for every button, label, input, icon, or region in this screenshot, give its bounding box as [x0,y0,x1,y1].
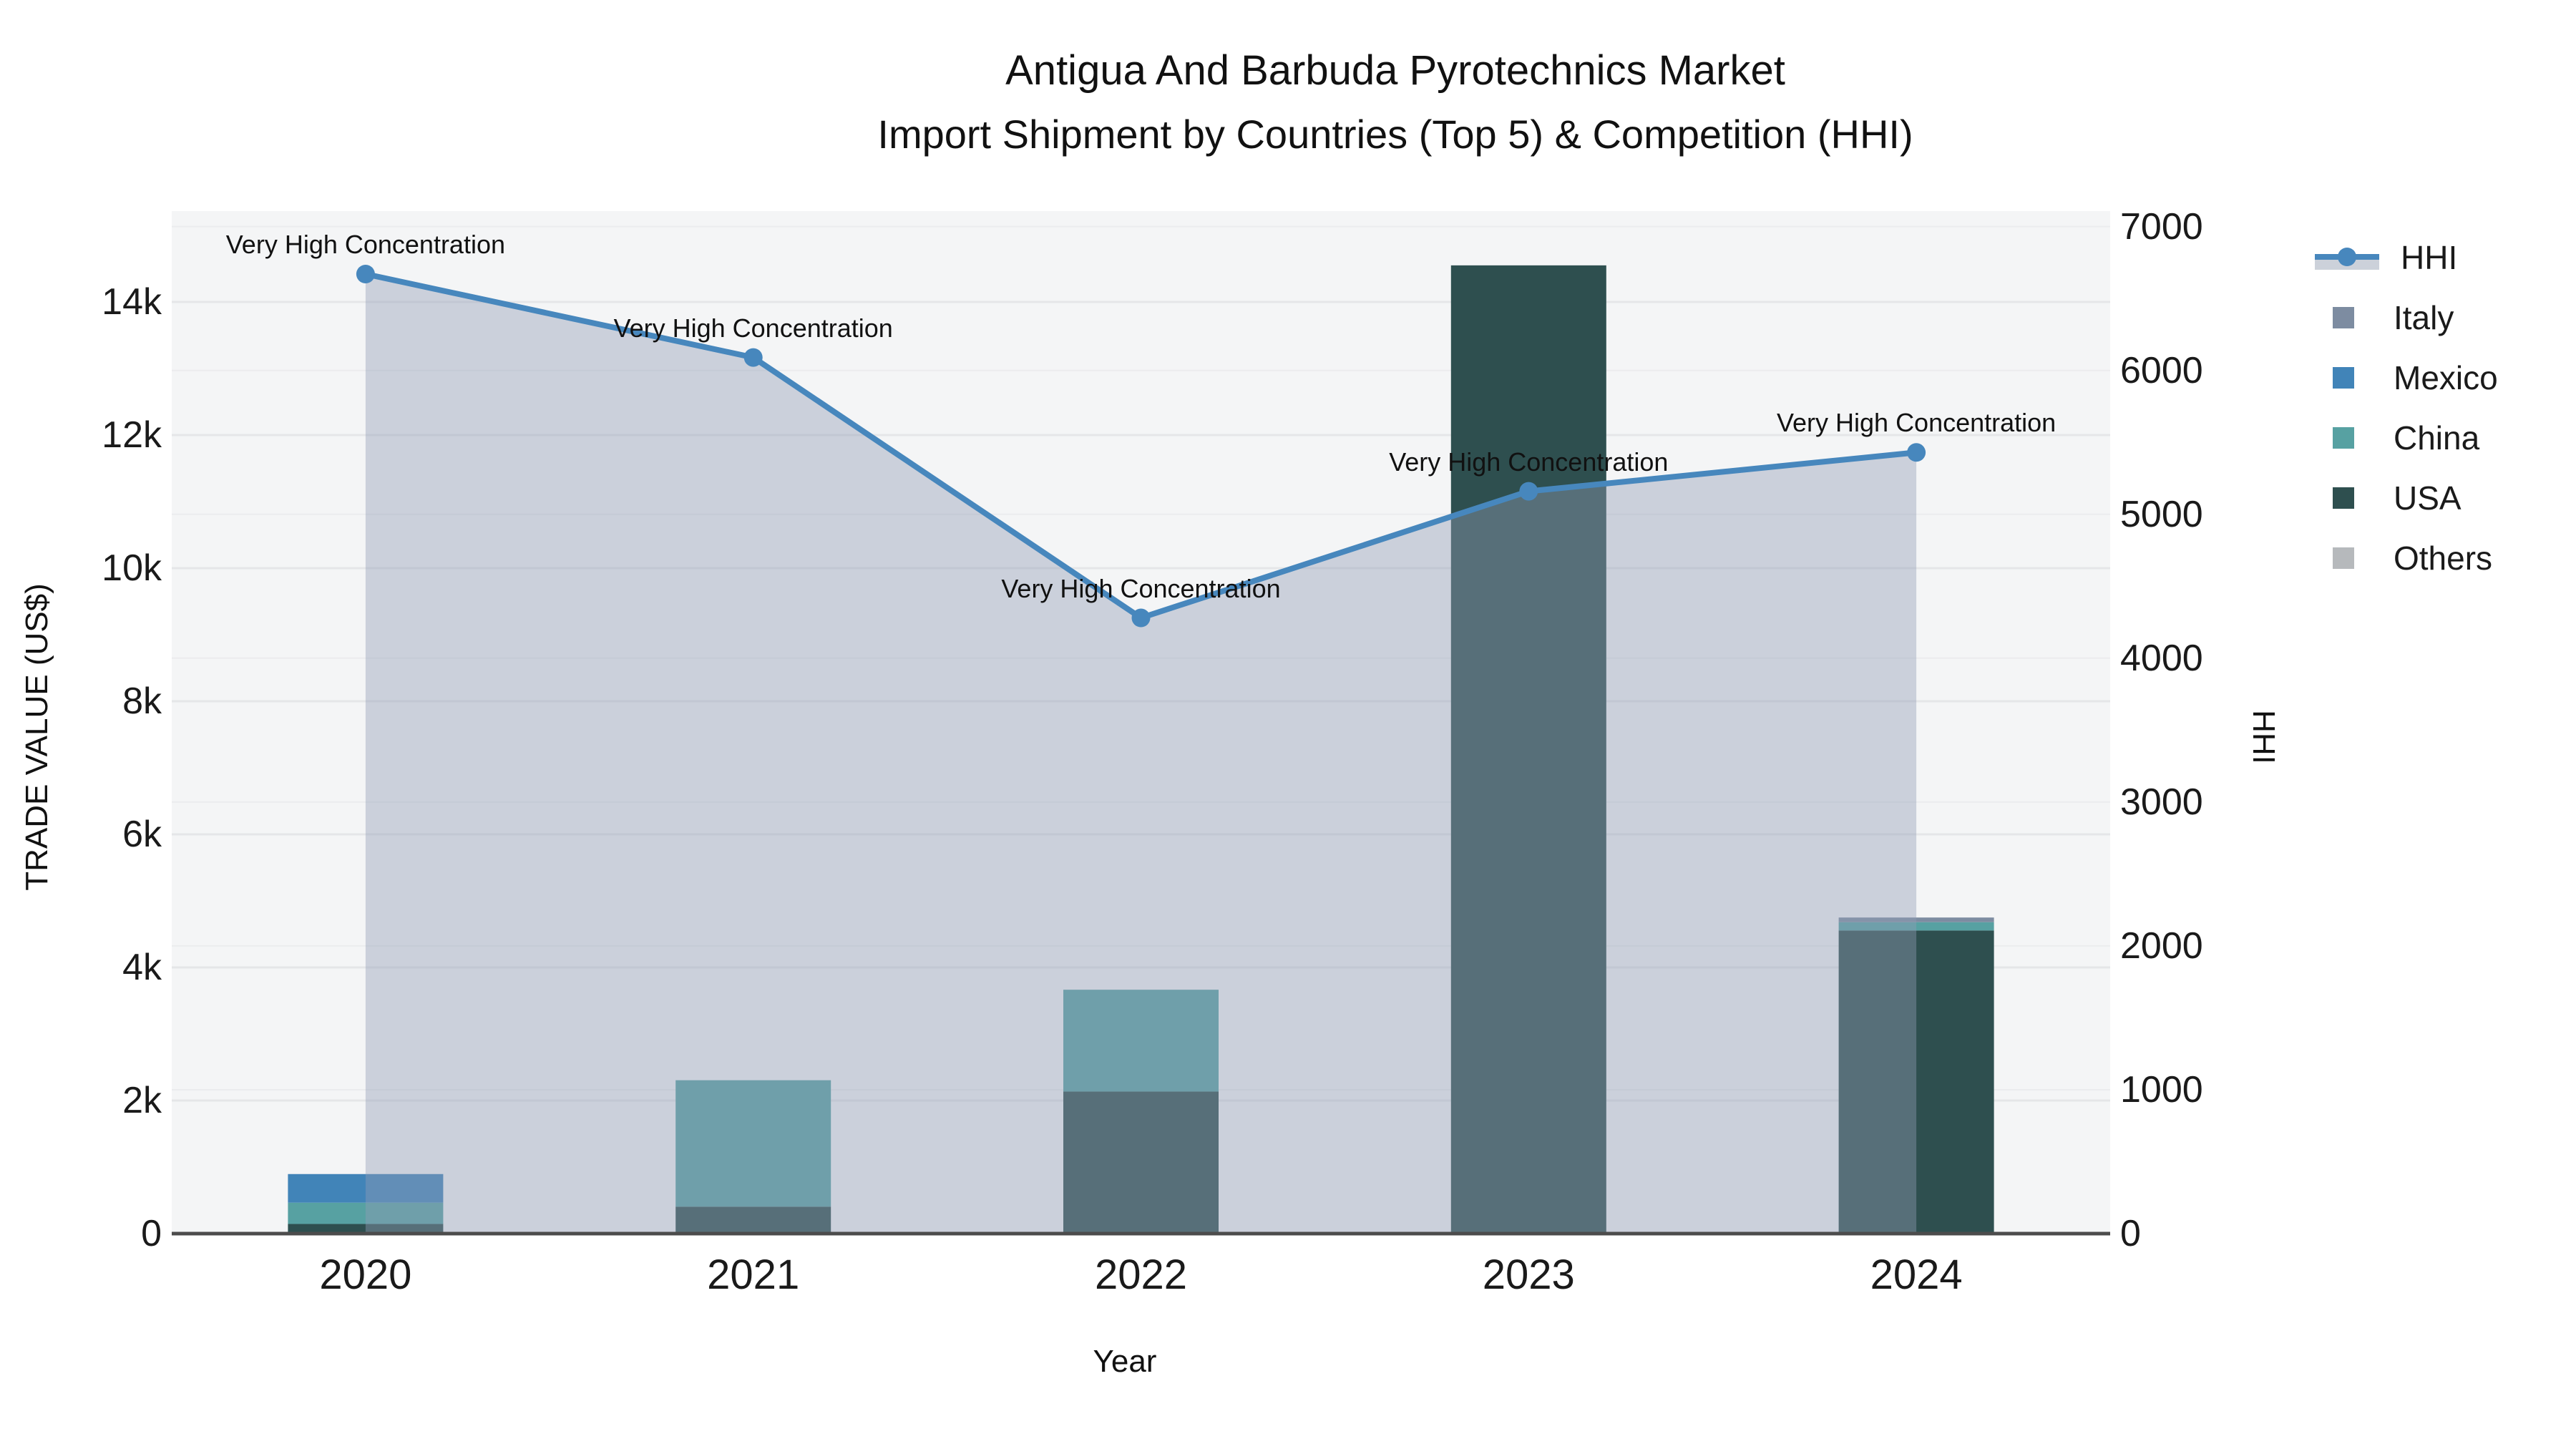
legend-label: China [2394,419,2480,457]
y-left-tick-2k: 2k [122,1080,162,1121]
legend-label: USA [2394,479,2462,517]
y-right-tick-5000: 5000 [2120,493,2203,535]
y-right-tick-1000: 1000 [2120,1068,2203,1111]
y-left-tick-10k: 10k [102,547,162,589]
y-left-tick-12k: 12k [102,414,162,456]
legend-item-hhi[interactable]: HHI [2315,228,2572,288]
legend-item-italy[interactable]: Italy [2315,288,2572,348]
x-tick-2020: 2020 [319,1252,412,1298]
legend-item-usa[interactable]: USA [2315,468,2572,528]
y-axis-right-title: HHI [2246,710,2281,764]
bar-segment-2024-italy[interactable] [1838,917,1994,922]
bar-segment-2021-china[interactable] [675,1080,831,1207]
legend-label: HHI [2401,239,2458,276]
annotation-2023: Very High Concentration [1389,447,1669,477]
bar-segment-2022-usa[interactable] [1063,1091,1219,1234]
hhi-area-fill [365,273,1917,1234]
annotation-2020: Very High Concentration [225,229,505,259]
y-right-tick-2000: 2000 [2120,924,2203,967]
legend-swatch-icon [2333,367,2354,389]
legend-label: Others [2394,540,2493,577]
chart-title-line2: Import Shipment by Countries (Top 5) & C… [877,112,1913,157]
y-axis-left-title: TRADE VALUE (US$) [19,583,54,891]
y-left-tick-8k: 8k [122,680,162,722]
bar-segment-2020-mexico[interactable] [288,1174,444,1203]
hhi-line-swatch-icon [2315,245,2379,270]
bar-segment-2021-usa[interactable] [675,1206,831,1234]
y-left-tick-0: 0 [141,1213,162,1254]
legend-swatch-icon [2333,307,2354,328]
x-tick-2022: 2022 [1094,1252,1188,1298]
chart-title: Antigua And Barbuda Pyrotechnics Market … [215,50,2576,155]
y-right-tick-0: 0 [2120,1213,2141,1254]
legend-label: Italy [2394,299,2454,336]
x-tick-2023: 2023 [1482,1252,1575,1298]
bar-segment-2022-china[interactable] [1063,990,1219,1092]
bar-segment-2024-usa[interactable] [1838,930,1994,1234]
bar-segment-2020-usa[interactable] [288,1224,444,1234]
hhi-marker-2024[interactable] [1907,443,1926,462]
chart-title-line1: Antigua And Barbuda Pyrotechnics Market [1005,47,1785,94]
bar-segment-2023-usa[interactable] [1450,265,1606,1234]
x-tick-2021: 2021 [707,1252,800,1298]
annotation-2021: Very High Concentration [613,313,893,343]
legend: HHI Italy Mexico China USA Others [2315,228,2572,588]
y-left-tick-14k: 14k [102,281,162,323]
legend-item-mexico[interactable]: Mexico [2315,348,2572,408]
annotation-2024: Very High Concentration [1776,408,2057,438]
legend-swatch-icon [2333,547,2354,569]
legend-item-others[interactable]: Others [2315,528,2572,588]
legend-item-china[interactable]: China [2315,408,2572,468]
annotation-2022: Very High Concentration [1001,573,1281,603]
hhi-marker-2021[interactable] [743,348,763,367]
y-right-tick-3000: 3000 [2120,781,2203,823]
bar-segment-2020-china[interactable] [288,1202,444,1224]
legend-label: Mexico [2394,359,2498,396]
y-right-tick-6000: 6000 [2120,349,2203,391]
legend-swatch-icon [2333,487,2354,509]
y-left-tick-6k: 6k [122,814,162,855]
y-left-tick-4k: 4k [122,947,162,988]
legend-swatch-icon [2333,427,2354,449]
hhi-marker-2023[interactable] [1519,482,1538,501]
x-axis-title: Year [1093,1344,1157,1379]
x-tick-2024: 2024 [1870,1252,1963,1298]
hhi-marker-2020[interactable] [356,264,375,283]
bar-segment-2024-china[interactable] [1838,922,1994,931]
hhi-marker-2022[interactable] [1131,608,1151,628]
y-right-tick-7000: 7000 [2120,205,2203,248]
y-right-tick-4000: 4000 [2120,637,2203,679]
